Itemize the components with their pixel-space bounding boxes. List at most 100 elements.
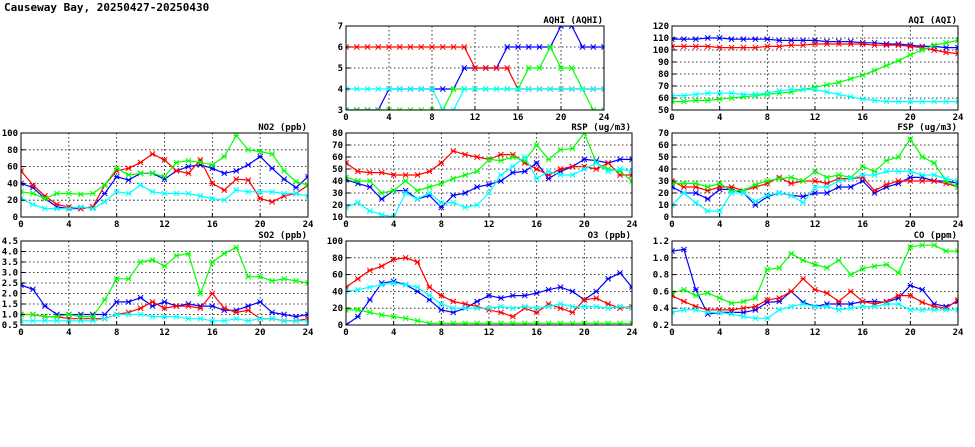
data-point bbox=[871, 303, 878, 310]
data-point bbox=[149, 298, 156, 305]
data-point bbox=[943, 306, 950, 313]
data-point bbox=[776, 190, 783, 196]
data-point bbox=[386, 86, 392, 92]
data-point bbox=[776, 295, 783, 302]
data-point bbox=[812, 184, 818, 190]
data-point bbox=[353, 86, 360, 92]
data-point bbox=[173, 159, 180, 166]
data-point bbox=[197, 315, 204, 322]
data-point bbox=[629, 305, 632, 312]
data-point bbox=[245, 317, 252, 324]
data-point bbox=[716, 44, 723, 51]
x-tick-label: 4 bbox=[66, 220, 72, 230]
y-tick-label: 60 bbox=[332, 271, 343, 281]
data-point bbox=[426, 168, 433, 175]
data-point bbox=[545, 156, 552, 163]
data-point bbox=[740, 91, 747, 98]
data-point bbox=[569, 163, 576, 170]
data-point bbox=[919, 47, 926, 53]
x-tick-label: 0 bbox=[343, 113, 348, 123]
y-tick-label: 110 bbox=[653, 34, 669, 44]
data-point bbox=[557, 146, 564, 153]
data-point bbox=[257, 315, 264, 322]
data-point bbox=[955, 296, 958, 303]
data-point bbox=[776, 306, 783, 313]
data-point bbox=[257, 273, 264, 280]
data-point bbox=[509, 305, 516, 312]
data-point bbox=[521, 292, 528, 299]
data-point bbox=[776, 175, 783, 182]
data-point bbox=[569, 288, 576, 295]
data-point bbox=[704, 90, 711, 97]
data-point bbox=[293, 178, 299, 185]
x-tick-label: 12 bbox=[810, 113, 821, 123]
data-point bbox=[418, 107, 425, 110]
data-point bbox=[812, 41, 818, 47]
data-point bbox=[776, 37, 783, 44]
y-tick-label: 3 bbox=[338, 106, 343, 116]
data-point bbox=[493, 65, 500, 71]
data-point bbox=[77, 191, 84, 198]
data-point bbox=[353, 107, 360, 110]
data-point bbox=[418, 44, 425, 50]
data-point bbox=[185, 163, 192, 170]
data-point bbox=[740, 190, 747, 196]
x-tick-label: 0 bbox=[669, 113, 674, 123]
data-point bbox=[788, 288, 795, 295]
data-point bbox=[536, 65, 543, 71]
data-point bbox=[113, 275, 120, 282]
data-point bbox=[579, 44, 586, 50]
data-point bbox=[185, 190, 192, 197]
data-point bbox=[601, 44, 604, 50]
y-tick-label: 20 bbox=[658, 189, 669, 199]
data-point bbox=[533, 305, 540, 312]
data-point bbox=[173, 313, 180, 320]
data-point bbox=[269, 315, 276, 322]
data-point bbox=[740, 298, 747, 305]
data-point bbox=[41, 303, 48, 310]
series-line bbox=[21, 153, 308, 212]
data-point bbox=[509, 292, 516, 299]
data-point bbox=[407, 44, 414, 50]
data-point bbox=[426, 296, 433, 303]
data-point bbox=[629, 156, 632, 163]
data-point bbox=[943, 98, 950, 105]
x-tick-label: 20 bbox=[905, 220, 916, 230]
data-point bbox=[149, 188, 156, 195]
x-tick-label: 4 bbox=[66, 328, 72, 338]
y-tick-label: 80 bbox=[332, 129, 343, 139]
data-point bbox=[704, 290, 711, 297]
chart-title: FSP (ug/m3) bbox=[897, 123, 957, 133]
data-point bbox=[233, 187, 240, 194]
data-point bbox=[209, 180, 216, 187]
data-point bbox=[728, 190, 735, 196]
data-point bbox=[438, 306, 445, 313]
y-tick-label: 60 bbox=[7, 163, 18, 173]
y-tick-label: 4.5 bbox=[2, 237, 18, 247]
x-tick-label: 24 bbox=[627, 328, 638, 338]
data-point bbox=[41, 195, 48, 202]
data-point bbox=[378, 169, 385, 176]
data-point bbox=[859, 96, 866, 103]
y-tick-label: 3.5 bbox=[2, 258, 18, 268]
data-point bbox=[955, 50, 958, 57]
data-point bbox=[137, 294, 144, 301]
data-point bbox=[474, 184, 481, 190]
y-tick-label: 80 bbox=[658, 70, 669, 80]
data-point bbox=[835, 298, 842, 305]
data-point bbox=[378, 196, 385, 202]
data-point bbox=[605, 301, 612, 307]
data-point bbox=[859, 41, 866, 47]
data-point bbox=[390, 214, 397, 217]
data-point bbox=[895, 98, 902, 105]
data-point bbox=[764, 296, 771, 303]
data-point bbox=[764, 266, 771, 273]
x-tick-label: 0 bbox=[18, 220, 23, 230]
chart-title: AQI (AQI) bbox=[908, 16, 957, 26]
data-point bbox=[426, 292, 433, 299]
data-point bbox=[113, 311, 120, 318]
data-point bbox=[680, 190, 687, 196]
data-point bbox=[569, 145, 576, 152]
data-point bbox=[462, 320, 469, 325]
data-point bbox=[462, 190, 469, 196]
